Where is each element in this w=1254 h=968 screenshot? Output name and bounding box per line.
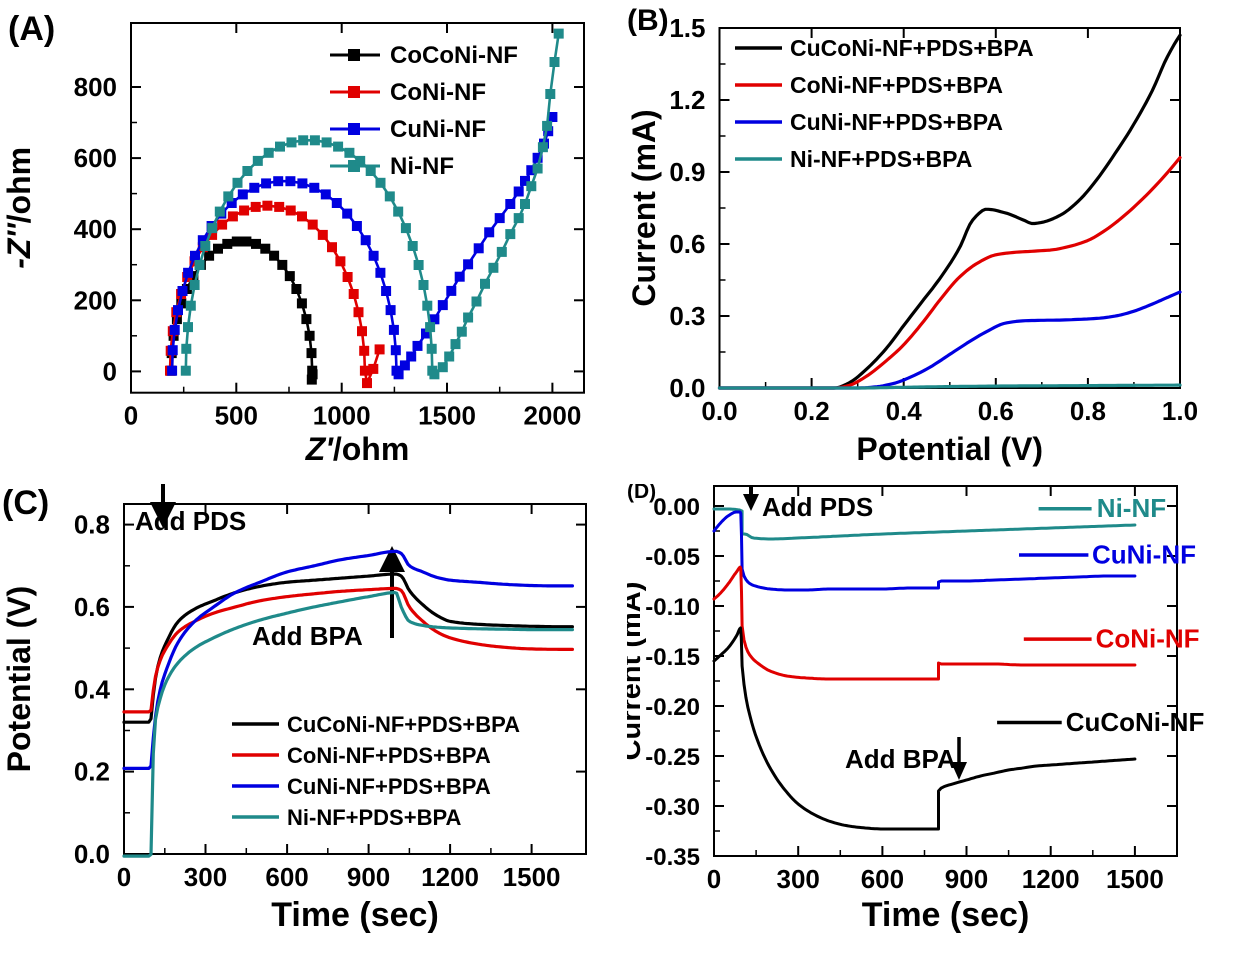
- svg-text:Potential (V): Potential (V): [856, 431, 1043, 467]
- svg-text:-0.10: -0.10: [645, 594, 700, 621]
- svg-text:500: 500: [215, 401, 258, 431]
- svg-text:CuNi-NF: CuNi-NF: [390, 116, 486, 143]
- svg-text:-0.20: -0.20: [645, 694, 700, 721]
- svg-text:-0.30: -0.30: [645, 794, 700, 821]
- svg-text:Ni-NF+PDS+BPA: Ni-NF+PDS+BPA: [287, 805, 462, 830]
- svg-text:(B): (B): [627, 4, 669, 37]
- svg-text:900: 900: [347, 862, 390, 892]
- svg-text:CuNi-NF: CuNi-NF: [1092, 540, 1196, 570]
- svg-text:0.00: 0.00: [653, 494, 700, 521]
- svg-text:CoNi-NF+PDS+BPA: CoNi-NF+PDS+BPA: [790, 72, 1003, 98]
- svg-text:0.6: 0.6: [978, 396, 1014, 426]
- svg-text:-0.25: -0.25: [645, 744, 700, 771]
- svg-text:0.4: 0.4: [74, 674, 111, 704]
- svg-text:0: 0: [117, 862, 131, 892]
- svg-text:600: 600: [265, 862, 308, 892]
- svg-text:Potential (V): Potential (V): [1, 586, 37, 773]
- svg-text:0.0: 0.0: [74, 839, 110, 869]
- svg-text:1000: 1000: [313, 401, 371, 431]
- svg-text:0.0: 0.0: [669, 373, 705, 403]
- svg-text:2000: 2000: [523, 401, 581, 431]
- svg-text:0.6: 0.6: [74, 592, 110, 622]
- svg-text:300: 300: [777, 864, 820, 894]
- svg-text:Z'/ohm: Z'/ohm: [305, 431, 410, 467]
- svg-text:0.9: 0.9: [669, 157, 705, 187]
- svg-text:CoNi-NF: CoNi-NF: [1096, 624, 1200, 654]
- svg-text:0.3: 0.3: [669, 301, 705, 331]
- svg-text:CoCoNi-NF: CoCoNi-NF: [390, 42, 518, 69]
- svg-text:-0.05: -0.05: [645, 544, 700, 571]
- svg-text:1200: 1200: [421, 862, 479, 892]
- svg-text:Ni-NF: Ni-NF: [390, 153, 454, 180]
- svg-text:(A): (A): [8, 10, 55, 48]
- svg-text:Time (sec): Time (sec): [862, 896, 1030, 934]
- svg-text:CuNi-NF+PDS+BPA: CuNi-NF+PDS+BPA: [287, 774, 491, 799]
- svg-text:1.2: 1.2: [669, 85, 705, 115]
- svg-text:300: 300: [184, 862, 227, 892]
- svg-text:600: 600: [74, 143, 117, 173]
- svg-text:CuNi-NF+PDS+BPA: CuNi-NF+PDS+BPA: [790, 109, 1003, 135]
- svg-text:Add BPA: Add BPA: [252, 621, 363, 651]
- svg-text:-0.15: -0.15: [645, 644, 700, 671]
- svg-text:CoNi-NF: CoNi-NF: [390, 79, 486, 106]
- svg-text:Ni-NF+PDS+BPA: Ni-NF+PDS+BPA: [790, 146, 972, 172]
- svg-text:0.8: 0.8: [74, 510, 110, 540]
- svg-text:Ni-NF: Ni-NF: [1097, 493, 1166, 523]
- svg-text:0.2: 0.2: [794, 396, 830, 426]
- svg-text:CuCoNi-NF+PDS+BPA: CuCoNi-NF+PDS+BPA: [790, 35, 1034, 61]
- svg-text:1500: 1500: [418, 401, 476, 431]
- svg-text:1.0: 1.0: [1162, 396, 1198, 426]
- svg-text:Current (mA): Current (mA): [627, 582, 647, 761]
- svg-text:0.2: 0.2: [74, 757, 110, 787]
- svg-text:0.0: 0.0: [701, 396, 737, 426]
- svg-text:1200: 1200: [1022, 864, 1080, 894]
- svg-text:CuCoNi-NF+PDS+BPA: CuCoNi-NF+PDS+BPA: [287, 712, 520, 737]
- svg-text:600: 600: [861, 864, 904, 894]
- svg-text:(D): (D): [627, 484, 656, 503]
- svg-text:CuCoNi-NF: CuCoNi-NF: [1066, 707, 1205, 737]
- svg-text:-0.35: -0.35: [645, 844, 700, 871]
- svg-text:Add BPA: Add BPA: [845, 744, 956, 774]
- svg-text:1.5: 1.5: [669, 13, 705, 43]
- svg-text:-Z''/ohm: -Z''/ohm: [1, 147, 37, 269]
- svg-text:0: 0: [103, 356, 117, 386]
- svg-text:200: 200: [74, 285, 117, 315]
- svg-text:0: 0: [124, 401, 138, 431]
- svg-text:Add PDS: Add PDS: [762, 492, 873, 522]
- svg-text:0.8: 0.8: [1070, 396, 1106, 426]
- svg-text:1500: 1500: [1106, 864, 1164, 894]
- svg-text:Current (mA): Current (mA): [627, 109, 662, 306]
- svg-text:CoNi-NF+PDS+BPA: CoNi-NF+PDS+BPA: [287, 743, 491, 768]
- svg-text:900: 900: [945, 864, 988, 894]
- svg-text:0.6: 0.6: [669, 229, 705, 259]
- svg-text:0: 0: [707, 864, 721, 894]
- svg-text:800: 800: [74, 72, 117, 102]
- svg-text:Time (sec): Time (sec): [271, 896, 439, 934]
- svg-text:(C): (C): [2, 484, 49, 522]
- svg-text:0.4: 0.4: [886, 396, 923, 426]
- svg-text:Add PDS: Add PDS: [135, 506, 246, 536]
- svg-text:400: 400: [74, 214, 117, 244]
- svg-text:1500: 1500: [503, 862, 561, 892]
